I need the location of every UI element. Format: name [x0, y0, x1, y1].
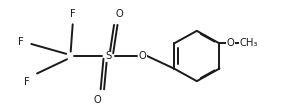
Text: CH₃: CH₃	[240, 38, 258, 48]
Text: F: F	[24, 77, 30, 87]
Text: O: O	[226, 38, 234, 48]
Text: O: O	[139, 51, 147, 61]
Text: S: S	[105, 51, 111, 61]
Text: O: O	[115, 10, 123, 19]
Text: F: F	[18, 37, 24, 47]
Text: F: F	[70, 9, 75, 19]
Text: O: O	[94, 95, 102, 105]
